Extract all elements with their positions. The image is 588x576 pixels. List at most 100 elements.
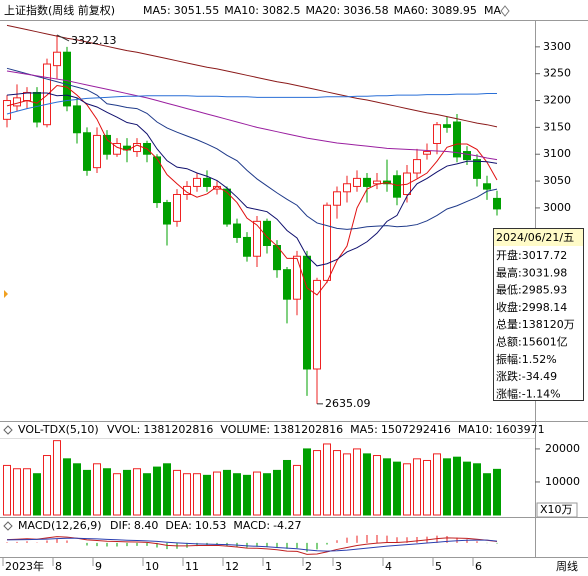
candle-body	[463, 151, 471, 161]
readout-value: 8.40	[134, 519, 159, 532]
readout: MACD: -4.27	[233, 519, 301, 532]
volume-bar	[293, 464, 301, 516]
readout: DIF: 8.40	[110, 519, 158, 532]
candle-body	[283, 269, 291, 300]
volume-bar	[263, 473, 271, 516]
volume-bar	[443, 458, 451, 516]
info-label: 开盘:	[496, 248, 522, 262]
volume-bar	[93, 463, 101, 516]
volume-bar	[63, 458, 71, 516]
readout: MA5: 1507292416	[350, 423, 451, 436]
volume-bar	[303, 448, 311, 516]
info-row: 收盘:2998.14	[496, 300, 567, 314]
candle-body	[293, 255, 301, 300]
candle-body	[493, 197, 501, 210]
ma-line	[6, 24, 498, 128]
ma-button[interactable]: MA	[484, 4, 501, 17]
legend-name: MA60:	[394, 4, 429, 17]
x-tick-label: 8	[55, 560, 62, 573]
candle-body	[373, 180, 381, 185]
legend-entry: MA10: 3082.5	[224, 4, 300, 17]
info-label: 最低:	[496, 284, 522, 297]
volume-bar	[333, 450, 341, 516]
y-tick-label: 3300	[543, 40, 571, 53]
candle-body	[63, 51, 71, 107]
volume-bar	[433, 453, 441, 516]
info-row: 最低:2985.93	[496, 284, 567, 297]
legend-value: 3036.58	[343, 4, 389, 17]
ma-line	[6, 84, 498, 296]
info-row: 涨幅:-1.14%	[496, 387, 561, 400]
volume-bar	[133, 468, 141, 516]
candle-body	[343, 183, 351, 193]
volume-bar	[143, 473, 151, 516]
volume-bar	[233, 473, 241, 516]
volume-bar	[33, 473, 41, 516]
readout: MA10: 1603971	[458, 423, 545, 436]
info-label: 总量:	[496, 317, 522, 331]
candle-body	[473, 159, 481, 179]
side-handle[interactable]	[4, 290, 8, 298]
panel-title: MACD(12,26,9)	[18, 519, 102, 532]
panel-icon	[3, 425, 13, 435]
readout-value: 1381202816	[143, 423, 213, 436]
info-value: 3017.72	[522, 249, 568, 262]
legend-entry: MA20: 3036.58	[305, 4, 388, 17]
period-label[interactable]: 周线	[556, 559, 578, 573]
candle-body	[153, 156, 161, 204]
y-tick-label: 3100	[543, 147, 571, 160]
ma-line	[6, 70, 498, 161]
info-row: 开盘:3017.72	[496, 248, 567, 262]
readout-label: MA10:	[458, 423, 493, 436]
y-tick-label: 3200	[543, 94, 571, 107]
candle-body	[233, 223, 241, 238]
readout-label: DEA:	[165, 519, 191, 532]
x-tick-label: 3	[335, 560, 342, 573]
low-label: 2635.09	[325, 397, 371, 410]
info-label: 收盘:	[496, 300, 522, 314]
info-value: 2998.14	[522, 301, 568, 314]
readout-value: 1507292416	[381, 423, 451, 436]
candle-body	[183, 185, 191, 195]
candle-body	[323, 204, 331, 281]
volume-bar	[253, 471, 261, 516]
dea-line	[6, 537, 498, 552]
candle-body	[13, 97, 21, 107]
readout-label: MACD:	[233, 519, 270, 532]
candle-body	[3, 100, 11, 120]
high-pointer	[56, 34, 70, 42]
legend-entry: MA5: 3051.55	[143, 4, 219, 17]
info-value: 3031.98	[522, 266, 568, 279]
volume-bar	[363, 453, 371, 516]
candle-body	[243, 236, 251, 257]
info-row: 总量:138120万	[496, 317, 575, 331]
x-tick-label: 12	[225, 560, 239, 573]
volume-bar	[323, 443, 331, 516]
legend-value: 3082.5	[262, 4, 301, 17]
volume-bar	[283, 459, 291, 516]
ma-line	[6, 93, 497, 115]
x-tick-label: 11	[185, 560, 199, 573]
volume-bar	[103, 468, 111, 516]
unit-box	[536, 502, 578, 518]
x-tick-label: 9	[95, 560, 102, 573]
volume-bar	[163, 463, 171, 516]
volume-bar	[193, 473, 201, 516]
info-label: 总额:	[496, 335, 522, 349]
candle-body	[163, 202, 171, 225]
settings-icon[interactable]	[500, 5, 510, 17]
volume-bar	[493, 468, 501, 516]
candle-body	[313, 279, 321, 370]
info-value: 138120万	[522, 318, 575, 331]
volume-bar	[273, 469, 281, 516]
y-tick-label: 10000	[545, 475, 580, 488]
y-tick-label: 3000	[543, 201, 571, 214]
legend-name: MA5:	[143, 4, 171, 17]
legend-value: 3051.55	[174, 4, 220, 17]
panel-icon	[3, 521, 13, 531]
volume-bar	[83, 469, 91, 516]
panel-title: VOL-TDX(5,10)	[18, 423, 99, 436]
volume-bar	[423, 459, 431, 516]
info-value: 1.52%	[522, 353, 557, 366]
